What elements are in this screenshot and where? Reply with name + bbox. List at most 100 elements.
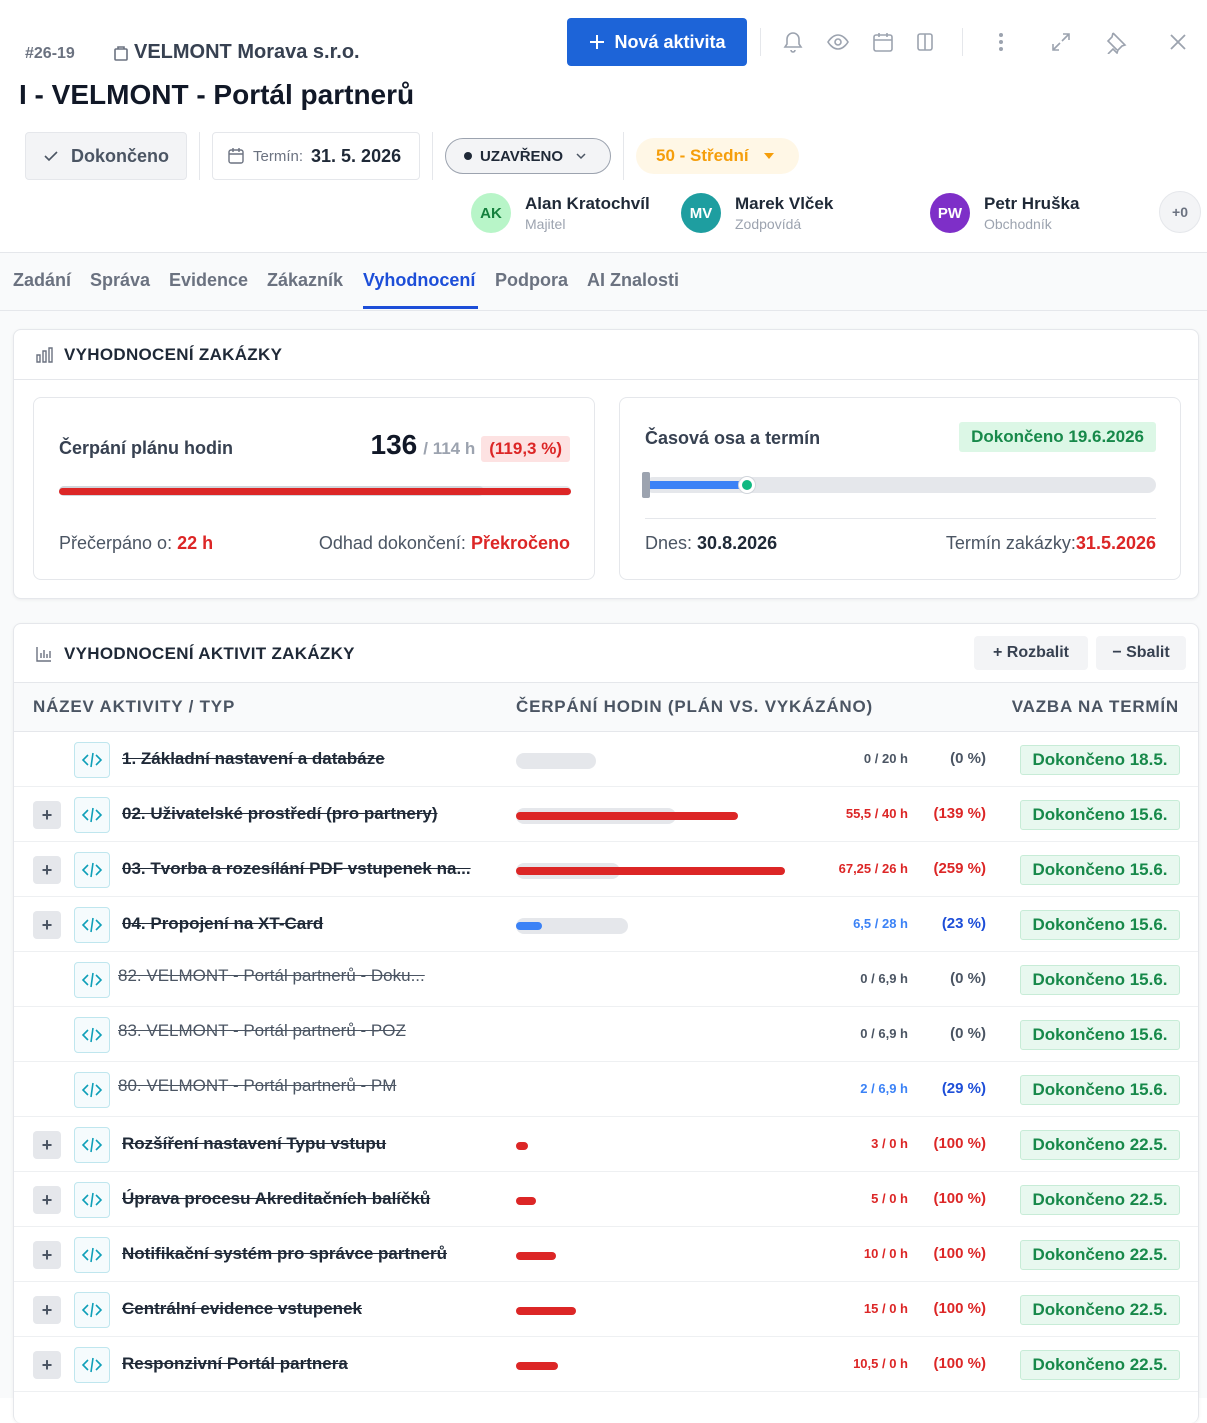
pin-icon[interactable] xyxy=(1104,30,1128,54)
hours-plan-bar xyxy=(516,918,628,934)
term-status-badge: Dokončeno 15.6. xyxy=(1020,965,1180,995)
expand-row-button[interactable]: + xyxy=(33,1186,61,1214)
table-row[interactable]: +04. Propojení na XT-Card 6,5 / 28 h (23 %… xyxy=(14,897,1198,952)
hours-used: 136 xyxy=(370,429,418,460)
code-icon xyxy=(74,1072,110,1108)
column-header-term[interactable]: VAZBA NA TERMÍN xyxy=(1011,697,1179,716)
table-row[interactable]: +03. Tvorba a rozesílání PDF vstupenek n… xyxy=(14,842,1198,897)
done-button[interactable]: Dokončeno xyxy=(25,132,187,180)
collapse-all-button[interactable]: − Sbalit xyxy=(1096,636,1186,670)
expand-row-button[interactable]: + xyxy=(33,1241,61,1269)
table-row[interactable]: + Úprava procesu Akreditačních balíčků 5 /… xyxy=(14,1172,1198,1227)
term-status-badge: Dokončeno 15.6. xyxy=(1020,910,1180,940)
table-row[interactable]: + Rozšíření nastavení Typu vstupu 3 / 0 h (… xyxy=(14,1117,1198,1172)
bell-icon[interactable] xyxy=(781,30,805,54)
expand-icon[interactable] xyxy=(1049,30,1073,54)
expand-row-button[interactable]: + xyxy=(33,1131,61,1159)
person-card[interactable]: PW Petr Hruška Obchodník xyxy=(930,193,1079,233)
expand-row-button[interactable]: + xyxy=(33,856,61,884)
tab-item[interactable]: Evidence xyxy=(169,270,249,290)
tab-item[interactable]: AI Znalosti xyxy=(587,270,680,290)
activity-name[interactable]: Notifikační systém pro správce partnerů xyxy=(122,1244,448,1263)
hours-used-bar xyxy=(516,812,738,820)
status-dropdown[interactable]: UZAVŘENO xyxy=(445,138,611,174)
priority-dropdown[interactable]: 50 - Střední xyxy=(636,138,799,174)
table-row[interactable]: +02. Uživatelské prostředí (pro partnery… xyxy=(14,787,1198,842)
person-card[interactable]: MV Marek Vlček Zodpovídá xyxy=(681,193,833,233)
caret-down-icon xyxy=(763,153,774,159)
code-icon xyxy=(74,907,110,943)
column-header-name[interactable]: NÁZEV AKTIVITY / TYP xyxy=(33,697,236,716)
bar-chart-icon xyxy=(36,346,53,363)
activity-name[interactable]: 02. Uživatelské prostředí (pro partnery) xyxy=(122,804,438,823)
divider xyxy=(432,132,433,180)
activity-name[interactable]: Rozšíření nastavení Typu vstupu xyxy=(122,1134,387,1153)
hours-plan: / 114 h xyxy=(423,439,476,458)
active-tab-indicator xyxy=(363,306,478,309)
code-icon xyxy=(74,1127,110,1163)
activity-name[interactable]: 03. Tvorba a rozesílání PDF vstupenek na… xyxy=(122,859,471,878)
more-people-button[interactable]: +0 xyxy=(1159,191,1201,233)
activity-name[interactable]: 1. Základní nastavení a databáze xyxy=(122,749,385,768)
avatar: PW xyxy=(930,193,970,233)
activity-name[interactable]: Responzivní Portál partnera xyxy=(122,1354,348,1373)
expand-row-button[interactable]: + xyxy=(33,801,61,829)
deadline-picker[interactable]: Termín: 31. 5. 2026 xyxy=(212,132,420,180)
tab-item[interactable]: Vyhodnocení xyxy=(363,270,476,290)
tab-item[interactable]: Zadání xyxy=(13,270,72,290)
activity-name[interactable]: Centrální evidence vstupenek xyxy=(122,1299,362,1318)
hours-value: 10 / 0 h xyxy=(863,1246,908,1261)
hours-percent: (0 %) xyxy=(950,1025,986,1042)
columns-icon[interactable] xyxy=(913,30,937,54)
hours-used-bar xyxy=(516,1252,556,1260)
expand-row-button[interactable]: + xyxy=(33,911,61,939)
activity-name[interactable]: 80. VELMONT - Portál partnerů - PM xyxy=(118,1076,397,1095)
new-activity-label: Nová aktivita xyxy=(614,31,726,52)
tab-item[interactable]: Správa xyxy=(90,270,151,290)
table-row[interactable]: 83. VELMONT - Portál partnerů - POZ 0 / 6… xyxy=(14,1007,1198,1062)
page-title: I - VELMONT - Portál partnerů xyxy=(19,79,415,110)
person-card[interactable]: AK Alan Kratochvíl Majitel xyxy=(471,193,650,233)
code-icon xyxy=(74,742,110,778)
table-row[interactable]: + Centrální evidence vstupenek 15 / 0 h (10… xyxy=(14,1282,1198,1337)
code-icon xyxy=(74,962,110,998)
today-info: Dnes: 30.8.2026 xyxy=(645,533,777,554)
table-row[interactable]: + Notifikační systém pro správce partnerů… xyxy=(14,1227,1198,1282)
term-status-badge: Dokončeno 15.6. xyxy=(1020,855,1180,885)
tab-item[interactable]: Zákazník xyxy=(267,270,344,290)
hours-value: 0 / 20 h xyxy=(863,751,908,766)
activity-name[interactable]: 83. VELMONT - Portál partnerů - POZ xyxy=(118,1021,406,1040)
code-icon xyxy=(74,1237,110,1273)
column-header-hours[interactable]: ČERPÁNÍ HODIN (PLÁN VS. VYKÁZÁNO) xyxy=(516,697,873,716)
activity-name[interactable]: Úprava procesu Akreditačních balíčků xyxy=(122,1189,431,1208)
person-name: Alan Kratochvíl xyxy=(525,194,650,213)
person-name: Petr Hruška xyxy=(984,194,1080,213)
table-row[interactable]: 1. Základní nastavení a databáze 0 / 20 h… xyxy=(14,732,1198,787)
expand-all-button[interactable]: + Rozbalit xyxy=(974,636,1088,670)
timeline-progress-bar xyxy=(645,481,748,489)
deadline-value: 31. 5. 2026 xyxy=(311,145,402,166)
expand-row-button[interactable]: + xyxy=(33,1296,61,1324)
activity-name[interactable]: 04. Propojení na XT-Card xyxy=(122,914,324,933)
table-row[interactable]: + Responzivní Portál partnera 10,5 / 0 h (1… xyxy=(14,1337,1198,1392)
more-vertical-icon[interactable] xyxy=(989,30,1013,54)
company-link[interactable]: VELMONT Morava s.r.o. xyxy=(112,41,360,64)
expand-row-button[interactable]: + xyxy=(33,1351,61,1379)
close-icon[interactable] xyxy=(1166,30,1190,54)
avatar: AK xyxy=(471,193,511,233)
term-status-badge: Dokončeno 22.5. xyxy=(1020,1350,1180,1380)
code-icon xyxy=(74,1017,110,1053)
eye-icon[interactable] xyxy=(826,30,850,54)
chevron-down-icon xyxy=(576,153,586,160)
new-activity-button[interactable]: Nová aktivita xyxy=(567,18,747,66)
code-icon xyxy=(74,1292,110,1328)
hours-summary: 136 / 114 h (119,3 %) xyxy=(371,429,570,462)
table-row[interactable]: 82. VELMONT - Portál partnerů - Doku... 0… xyxy=(14,952,1198,1007)
deadline-info: Termín zakázky:31.5.2026 xyxy=(946,533,1156,554)
table-row[interactable]: 80. VELMONT - Portál partnerů - PM 2 / 6,… xyxy=(14,1062,1198,1117)
hours-value: 10,5 / 0 h xyxy=(853,1356,908,1371)
activity-name[interactable]: 82. VELMONT - Portál partnerů - Doku... xyxy=(118,966,425,985)
term-status-badge: Dokončeno 22.5. xyxy=(1020,1240,1180,1270)
tab-item[interactable]: Podpora xyxy=(495,270,569,290)
calendar-icon[interactable] xyxy=(871,30,895,54)
